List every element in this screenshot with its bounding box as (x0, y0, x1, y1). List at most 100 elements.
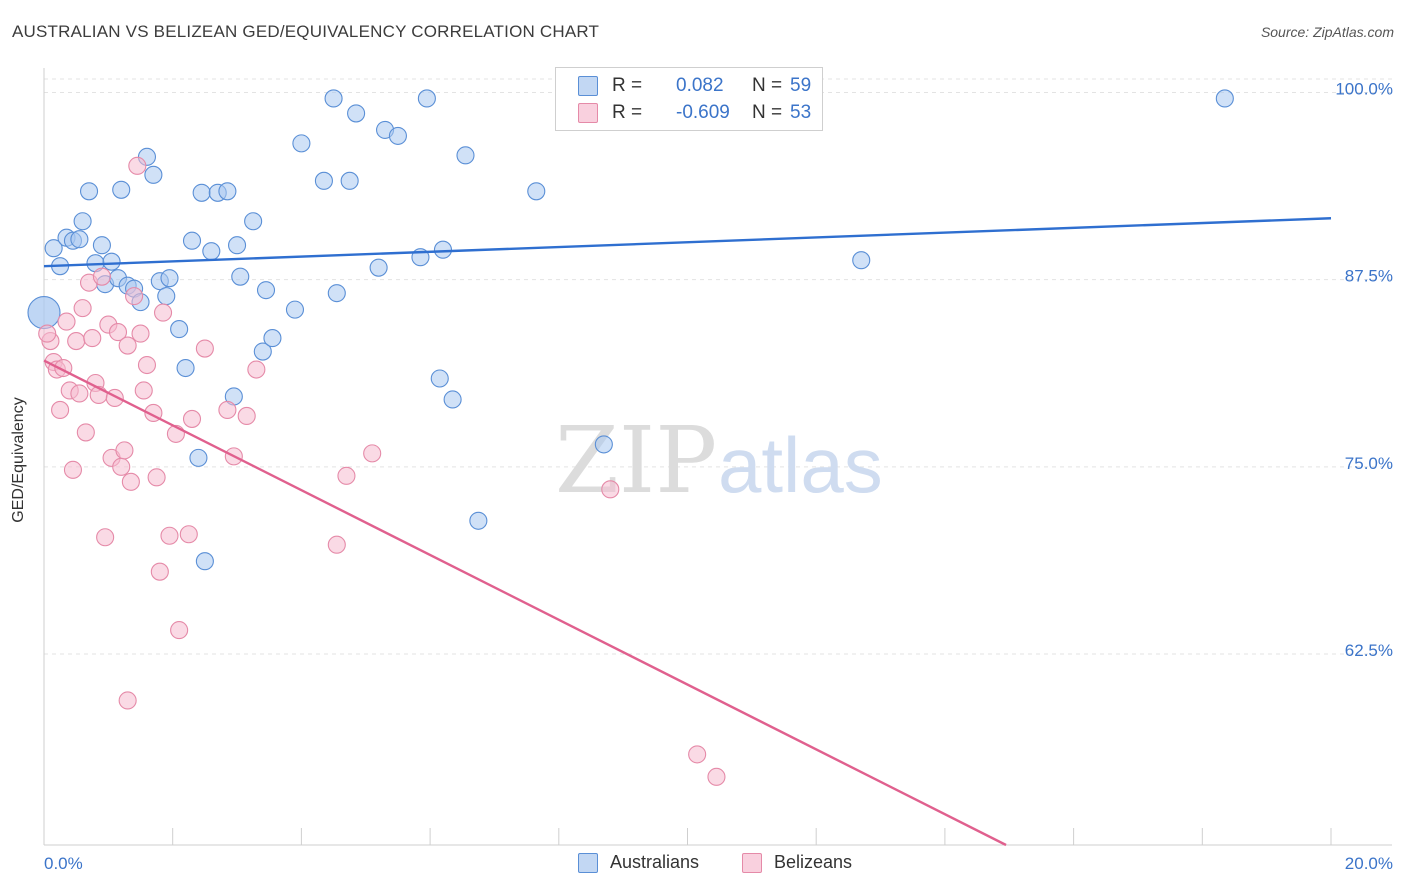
australians-point (27, 296, 61, 330)
australians-point (79, 182, 99, 201)
australians-point (594, 435, 613, 454)
belizeans-point (83, 329, 102, 348)
australians-point (189, 448, 208, 467)
chart-title: AUSTRALIAN VS BELIZEAN GED/EQUIVALENCY C… (12, 22, 600, 41)
belizeans-point (247, 360, 266, 379)
belizeans-point (218, 400, 237, 420)
australians-point (170, 320, 189, 339)
australians-point (347, 104, 366, 123)
belizeans-point (134, 381, 153, 400)
australians-point (176, 358, 195, 378)
belizeans-point (160, 526, 179, 545)
australians-point (202, 242, 221, 261)
watermark-zip: ZIP (555, 407, 717, 514)
belizeans-point (128, 156, 147, 175)
legend-r-value: -0.609 (676, 102, 730, 123)
x-tick-label: 0.0% (44, 854, 83, 873)
belizeans-point (237, 406, 256, 425)
trend-lines (43, 217, 1332, 847)
belizeans-trend-line (43, 359, 1007, 847)
belizeans-point (131, 324, 150, 343)
belizeans-point (118, 336, 137, 355)
belizeans-point (70, 384, 89, 403)
legend-n-value: 53 (790, 102, 812, 123)
australians-point (369, 258, 388, 277)
australians-point (144, 165, 163, 184)
belizeans-point (182, 409, 202, 428)
australians-point (160, 269, 179, 288)
australians-trend-line (43, 217, 1332, 268)
belizeans-point (137, 355, 157, 375)
australians-point (92, 236, 111, 255)
belizeans-point (63, 460, 83, 479)
australians-point (70, 230, 89, 249)
tick-labels: 62.5% 75.0% 87.5% 100.0% 0.0% 20.0% (44, 79, 1393, 873)
australians-point (852, 251, 871, 270)
australians-point (417, 89, 436, 108)
australians-point (324, 89, 343, 108)
belizeans-point (118, 691, 137, 710)
legend-belizeans: Belizeans (742, 852, 852, 873)
belizeans-point (115, 441, 134, 460)
australians-point (112, 180, 131, 199)
belizeans-point (195, 339, 214, 358)
belizeans-point (121, 472, 140, 491)
australians-point (1215, 89, 1234, 108)
legend-n-value: 59 (790, 75, 812, 96)
australians-points (27, 89, 1234, 571)
belizeans-point (363, 444, 382, 463)
australians-point (44, 239, 63, 258)
y-tick-label: 75.0% (1345, 454, 1393, 473)
belizeans-point (337, 466, 356, 485)
legend-australians: Australians (578, 852, 699, 873)
belizeans-point (707, 767, 726, 786)
belizeans-point (125, 287, 144, 306)
belizeans-swatch (578, 103, 598, 123)
australians-point (195, 552, 214, 571)
australians-point (314, 171, 333, 190)
australians-point (182, 231, 202, 250)
belizeans-point (179, 525, 198, 544)
australians-point (102, 252, 121, 271)
belizeans-point (108, 323, 128, 342)
australians-point (244, 212, 263, 231)
legend-belizeans-label: Belizeans (774, 852, 853, 872)
belizeans-point (38, 324, 57, 343)
australians-point (433, 240, 453, 259)
belizeans-point (327, 535, 346, 554)
australians-point (469, 511, 488, 530)
legend-row-australians: R = 0.082 N = 59 (578, 74, 811, 98)
belizeans-point (57, 312, 76, 331)
australians-swatch (578, 852, 598, 873)
correlation-legend: R = 0.082 N = 59 R = -0.609 N = 53 (555, 67, 823, 131)
australians-point (218, 182, 237, 201)
australians-point (157, 287, 176, 306)
australians-point (256, 281, 276, 300)
australians-point (253, 342, 272, 361)
belizeans-swatch (742, 852, 762, 873)
legend-n-label: N = (752, 102, 783, 123)
legend-row-belizeans: R = -0.609 N = 53 (578, 101, 811, 125)
legend-r-value: 0.082 (676, 75, 724, 96)
legend-r-label: R = (612, 102, 643, 123)
source-credit: Source: ZipAtlas.com (1260, 24, 1394, 40)
belizeans-point (51, 400, 70, 420)
belizeans-point (76, 423, 95, 442)
australians-point (192, 183, 211, 202)
australians-swatch (578, 76, 598, 96)
gridlines (44, 78, 1392, 655)
belizeans-point (73, 299, 92, 318)
australians-point (456, 146, 475, 165)
belizeans-point (150, 562, 169, 581)
x-tick-label: 20.0% (1345, 854, 1393, 873)
legend-r-label: R = (612, 75, 643, 96)
australians-point (527, 182, 546, 201)
belizeans-point (688, 745, 707, 764)
belizeans-point (67, 332, 86, 351)
belizeans-point (147, 468, 166, 487)
australians-point (285, 300, 305, 319)
australians-point (388, 126, 407, 145)
y-tick-label: 100.0% (1335, 79, 1393, 98)
belizeans-point (112, 457, 131, 476)
legend-n-label: N = (752, 75, 783, 96)
